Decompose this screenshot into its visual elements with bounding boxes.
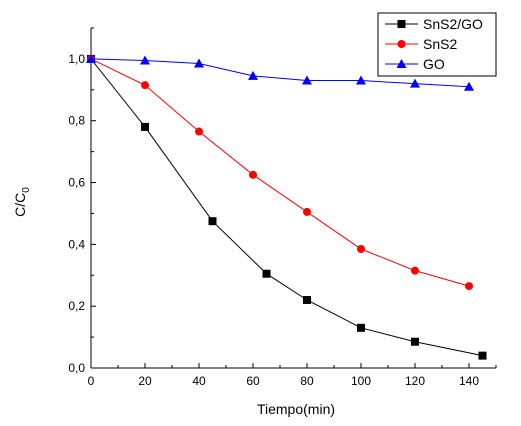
data-point — [195, 127, 203, 136]
legend-entry: SnS2 — [385, 36, 457, 52]
data-point — [262, 269, 271, 278]
legend-entry: GO — [385, 56, 445, 72]
data-point — [411, 266, 419, 275]
legend-label: SnS2/GO — [423, 16, 483, 32]
data-point — [208, 217, 217, 226]
data-point — [140, 55, 150, 65]
data-point — [248, 70, 258, 80]
y-tick-label: 0,0 — [68, 361, 85, 375]
x-tick-label: 0 — [88, 374, 95, 388]
y-axis-title-main: C/C — [12, 193, 28, 217]
data-point — [465, 282, 473, 291]
legend-marker — [397, 20, 406, 28]
legend-entry: SnS2/GO — [385, 16, 483, 32]
data-point — [86, 53, 96, 63]
data-point — [478, 351, 487, 360]
legend-marker — [396, 59, 407, 68]
y-axis-title: C/C0 — [12, 187, 32, 217]
data-point — [141, 122, 149, 131]
series-layer — [86, 53, 487, 360]
y-axis-title-subscript: 0 — [21, 187, 32, 193]
x-tick-label: 40 — [192, 374, 206, 388]
legend-label: GO — [423, 56, 445, 72]
y-tick-label: 1,0 — [68, 52, 85, 66]
series-0 — [87, 54, 487, 360]
y-tick-label: 0,2 — [68, 299, 85, 313]
x-tick-label: 80 — [300, 374, 314, 388]
data-point — [356, 75, 366, 85]
y-tick-label: 0,6 — [68, 176, 85, 190]
y-tick-label: 0,8 — [68, 114, 85, 128]
x-tick-label: 140 — [459, 374, 479, 388]
y-tick-label: 0,4 — [68, 237, 85, 251]
series-1 — [87, 54, 473, 291]
data-point — [357, 245, 365, 253]
x-tick-label: 100 — [351, 374, 371, 388]
series-2 — [86, 53, 474, 91]
data-point — [141, 81, 149, 90]
data-point — [302, 75, 312, 85]
legend-label: SnS2 — [423, 36, 457, 52]
x-axis: 0 20 40 60 80 100 120 140 — [88, 363, 497, 388]
data-point — [410, 78, 420, 88]
series-line — [90, 58, 470, 287]
x-axis-title: Tiempo(min) — [257, 401, 335, 417]
data-point — [303, 296, 311, 304]
data-point — [303, 207, 311, 216]
series-line — [90, 58, 483, 357]
data-point — [464, 81, 474, 91]
legend: SnS2/GO SnS2 GO — [377, 12, 497, 77]
x-tick-label: 60 — [246, 374, 260, 388]
data-point — [194, 58, 204, 68]
x-tick-label: 120 — [405, 374, 425, 388]
data-point — [411, 337, 419, 346]
legend-marker — [397, 40, 406, 48]
y-axis: 0,0 0,2 0,4 0,6 0,8 1,0 — [68, 27, 96, 375]
data-point — [357, 323, 365, 332]
x-tick-label: 20 — [138, 374, 152, 388]
series-line — [90, 58, 470, 88]
data-point — [249, 170, 257, 179]
